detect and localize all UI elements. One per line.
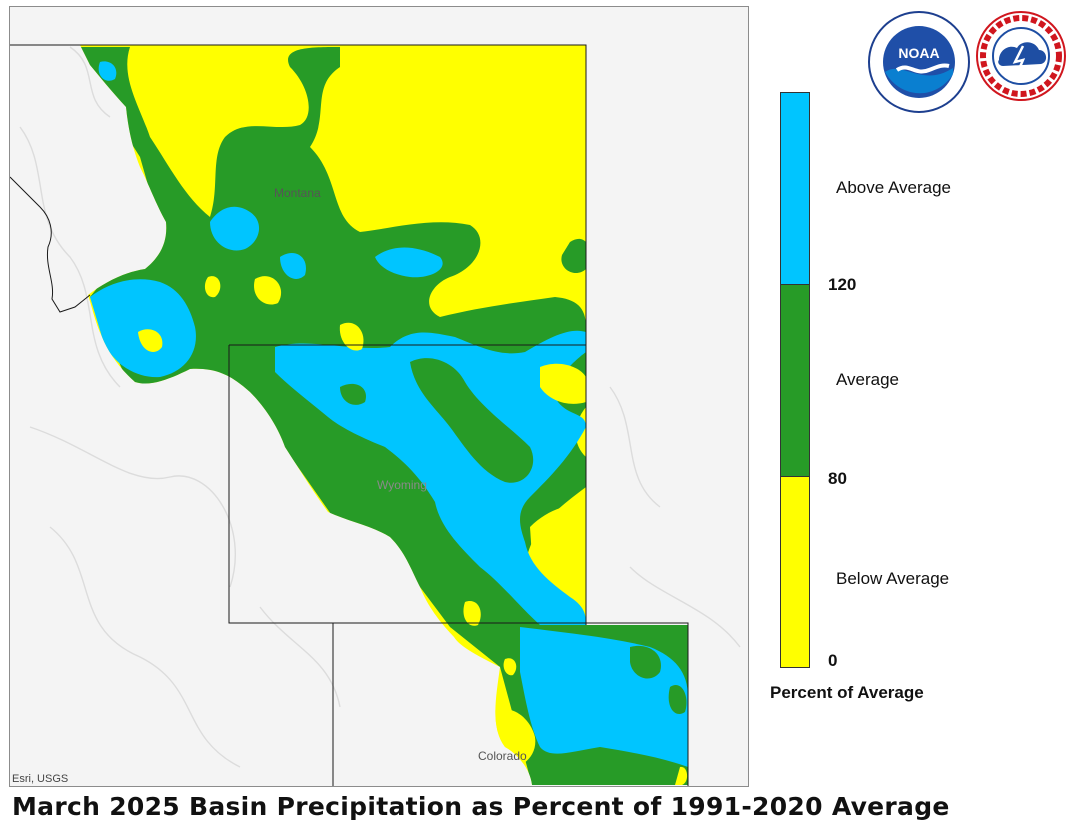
noaa-text: NOAA xyxy=(898,45,939,61)
below-average-patch xyxy=(540,363,586,404)
montana-label: Montana xyxy=(274,186,321,200)
wyoming-label: Wyoming xyxy=(377,478,427,492)
legend-swatch-average xyxy=(780,284,810,477)
map-title: March 2025 Basin Precipitation as Percen… xyxy=(12,792,950,821)
legend-label-average: Average xyxy=(836,370,900,389)
average-patch xyxy=(561,238,590,274)
legend-title: Percent of Average xyxy=(770,683,924,702)
legend-color-bar xyxy=(780,92,810,668)
legend-label-below-average: Below Average xyxy=(836,569,950,588)
legend-break-0: 0 xyxy=(828,651,838,670)
nws-logo xyxy=(976,11,1066,101)
below-average-patch xyxy=(254,276,282,305)
noaa-logo: NOAA xyxy=(868,11,970,113)
above-average-region xyxy=(90,61,688,767)
below-average-patch xyxy=(463,601,481,626)
below-average-patch xyxy=(503,658,517,676)
colorado-label: Colorado xyxy=(478,749,527,763)
legend-break-120: 120 xyxy=(828,275,857,294)
average-patch xyxy=(340,383,366,405)
map-credit: Esri, USGS xyxy=(12,773,69,785)
average-patch xyxy=(630,645,661,679)
below-average-patch xyxy=(530,505,586,592)
below-average-patch xyxy=(138,329,163,352)
average-patch xyxy=(668,685,687,715)
average-patch xyxy=(410,358,534,483)
precipitation-map: Montana Wyoming Colorado xyxy=(10,44,741,786)
below-average-patch xyxy=(675,766,688,785)
legend-break-80: 80 xyxy=(828,469,847,488)
state-borders xyxy=(10,44,689,786)
legend-swatch-above-average xyxy=(780,92,810,285)
legend-swatch-below-average xyxy=(780,476,810,668)
below-average-patch xyxy=(204,276,221,298)
precip-categories xyxy=(80,45,688,785)
below-average-patch xyxy=(339,322,364,351)
legend-label-above-average: Above Average xyxy=(836,178,951,197)
map-panel: Montana Wyoming Colorado Esri, USGS xyxy=(9,6,749,787)
basemap-terrain xyxy=(19,46,741,768)
